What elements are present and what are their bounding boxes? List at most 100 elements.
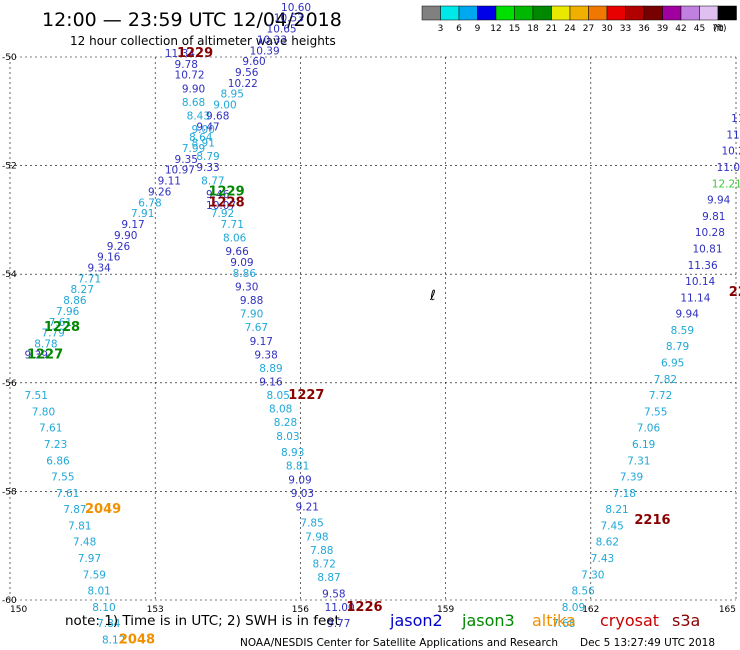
colorbar-swatch bbox=[440, 5, 460, 21]
data-points: 11.349.7810.729.908.688.439.008.918.799.… bbox=[25, 0, 740, 646]
track-time-label: 2049 bbox=[85, 502, 121, 517]
wave-height-point: 9.33 bbox=[196, 162, 219, 174]
wave-height-point: 8.64 bbox=[189, 132, 213, 144]
wave-height-point: 7.45 bbox=[600, 520, 623, 532]
wave-height-point: 7.71 bbox=[78, 273, 101, 285]
track-time-label: 1227 bbox=[27, 347, 63, 362]
wave-height-point: 8.06 bbox=[223, 233, 247, 245]
wave-height-point: 7.55 bbox=[51, 472, 74, 484]
wave-height-point: 8.05 bbox=[267, 390, 290, 402]
wave-height-point: 9.00 bbox=[192, 124, 215, 136]
wave-height-point: 11.36 bbox=[688, 260, 718, 272]
wave-height-point: 8.79 bbox=[666, 341, 689, 353]
wave-height-point: 9.68 bbox=[206, 110, 229, 122]
wave-height-point: 9.26 bbox=[148, 186, 172, 198]
wave-height-point: 7.18 bbox=[613, 488, 636, 500]
track-time-label: 1229 bbox=[177, 46, 213, 61]
track-time-label: 221 bbox=[729, 285, 740, 300]
wave-height-point: 9.35 bbox=[175, 154, 198, 166]
wave-height-point: 6.19 bbox=[632, 439, 655, 451]
wave-height-point: 8.78 bbox=[34, 339, 57, 351]
x-tick-label: 165 bbox=[719, 605, 736, 615]
wave-height-point: 10.81 bbox=[692, 243, 722, 255]
colorbar-swatch bbox=[458, 5, 478, 21]
wave-height-point: 7.61 bbox=[39, 423, 62, 435]
colorbar-swatch bbox=[625, 5, 645, 21]
wave-height-point: 9.66 bbox=[225, 246, 249, 258]
colorbar-swatch bbox=[477, 5, 497, 21]
wave-height-point: 9.26 bbox=[107, 241, 131, 253]
colorbar-label: 45 bbox=[694, 24, 705, 34]
wave-height-point: 9.77 bbox=[327, 618, 350, 630]
wave-height-point: 7.06 bbox=[637, 423, 661, 435]
wave-height-point: 7.51 bbox=[25, 390, 48, 402]
wave-height-point: 7.90 bbox=[240, 309, 263, 321]
plot-background bbox=[10, 57, 740, 600]
track-time-label: 2216 bbox=[634, 513, 670, 528]
wave-height-point: 10.65 bbox=[267, 24, 297, 36]
wave-height-point: 7.43 bbox=[591, 553, 614, 565]
colorbar-swatch bbox=[514, 5, 534, 21]
wave-height-point: 7.82 bbox=[654, 374, 677, 386]
wave-height-point: 9.94 bbox=[707, 195, 731, 207]
track-time-label: 1229 bbox=[208, 184, 244, 199]
wave-height-point: 9.17 bbox=[121, 219, 144, 231]
wave-height-point: 7.84 bbox=[97, 618, 121, 630]
wave-height-point: 10.07 bbox=[206, 200, 236, 212]
colorbar-swatch bbox=[606, 5, 626, 21]
wave-height-point: 7.99 bbox=[182, 143, 205, 155]
legend-item-cryosat: cryosat bbox=[600, 611, 659, 630]
wave-height-point: 7.85 bbox=[300, 518, 323, 530]
x-axis-ticks: 150 153 156 159 162 165 bbox=[10, 605, 736, 615]
wave-height-point: 10.93 bbox=[288, 0, 318, 3]
wave-height-point: 9.16 bbox=[259, 377, 283, 389]
wave-height-point: 7.80 bbox=[32, 406, 55, 418]
colorbar-swatch bbox=[532, 5, 552, 21]
colorbar-label: 39 bbox=[657, 24, 669, 34]
wave-height-point: 6.78 bbox=[138, 197, 161, 209]
wave-height-point: 7.72 bbox=[649, 390, 672, 402]
x-tick-label: 156 bbox=[292, 605, 309, 615]
colorbar-swatch bbox=[569, 5, 589, 21]
colorbar-label: 27 bbox=[583, 24, 594, 34]
wave-height-point: 9.58 bbox=[322, 588, 345, 600]
colorbar-label: 9 bbox=[475, 24, 481, 34]
wave-height-point: 9.38 bbox=[254, 349, 277, 361]
track-time-label: 1228 bbox=[44, 320, 80, 335]
x-tick-label: 153 bbox=[147, 605, 164, 615]
wave-height-point: 9.90 bbox=[114, 230, 137, 242]
wave-height-point: 9.09 bbox=[288, 474, 311, 486]
wave-height-point: 9.30 bbox=[235, 281, 258, 293]
wave-height-point: 9.81 bbox=[702, 211, 725, 223]
wave-height-point: 9.60 bbox=[242, 56, 265, 68]
x-tick-label: 159 bbox=[437, 605, 454, 615]
wave-height-point: 9.34 bbox=[87, 262, 111, 274]
wave-height-point: 9.88 bbox=[240, 295, 263, 307]
grid-lines bbox=[9, 56, 737, 601]
colorbar-label: 36 bbox=[638, 24, 650, 34]
wave-height-point: 11.00 bbox=[325, 602, 355, 614]
x-tick-label: 162 bbox=[582, 605, 599, 615]
wave-height-point: 8.27 bbox=[71, 284, 94, 296]
wave-height-point: 9.47 bbox=[196, 121, 219, 133]
wave-height-point: 8.79 bbox=[196, 151, 219, 163]
wave-height-point: 7.98 bbox=[305, 531, 328, 543]
legend-item-jason3: jason3 bbox=[461, 611, 515, 630]
chart-title: 12:00 — 23:59 UTC 12/04/2018 bbox=[42, 9, 342, 31]
colorbar-swatch bbox=[588, 5, 608, 21]
wave-height-point: 9.21 bbox=[296, 501, 319, 513]
satellite-legend: jason2 jason3 altika cryosat s3a bbox=[389, 611, 700, 630]
wave-height-point: 11.06 bbox=[717, 162, 740, 174]
wave-height-point: 7.91 bbox=[131, 208, 154, 220]
wave-height-point: 10.72 bbox=[175, 70, 205, 82]
x-tick-label: 150 bbox=[10, 605, 27, 615]
wave-height-point: 9.17 bbox=[250, 336, 273, 348]
colorbar-swatch bbox=[643, 5, 663, 21]
colorbar-swatch bbox=[421, 5, 441, 21]
wave-height-point: 7.23 bbox=[44, 439, 67, 451]
colorbar-swatch bbox=[551, 5, 571, 21]
wave-height-point: 9.90 bbox=[182, 83, 205, 95]
legend-item-s3a: s3a bbox=[672, 611, 700, 630]
wave-height-point: 7.61 bbox=[56, 488, 79, 500]
